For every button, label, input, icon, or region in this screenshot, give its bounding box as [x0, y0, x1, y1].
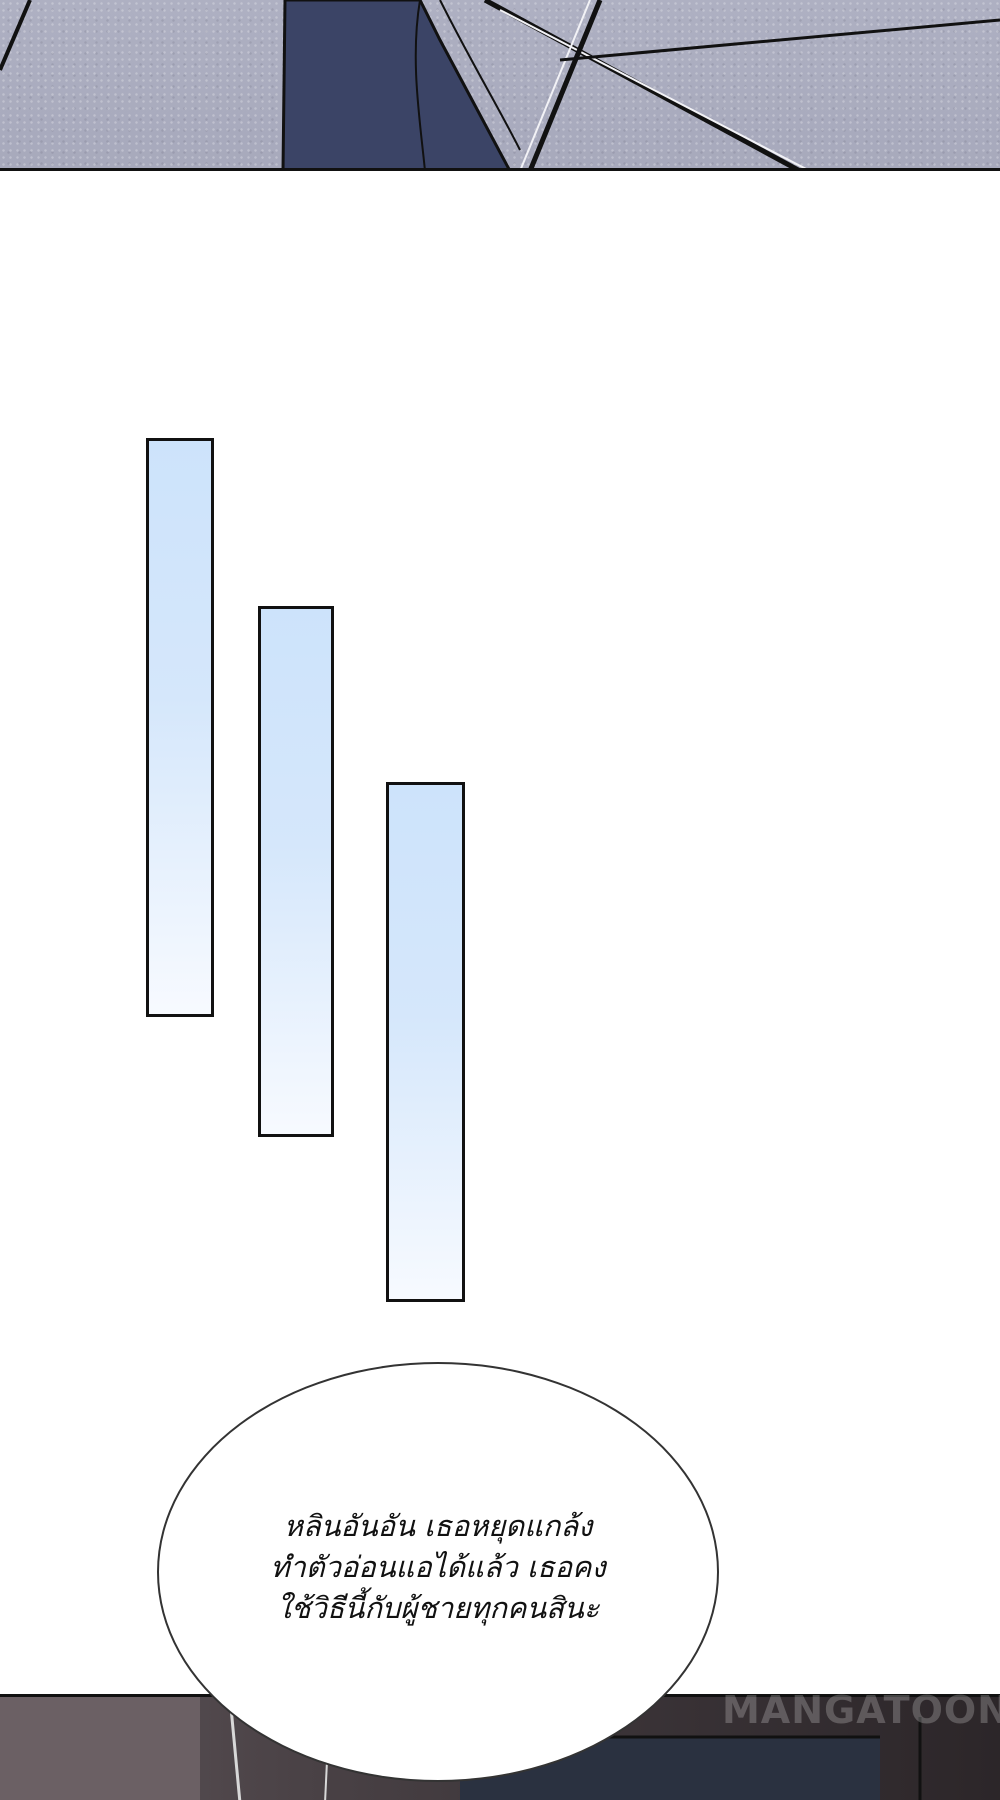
floor-figure-artwork [0, 0, 1000, 168]
speech-line-3: ใช้วิธีนี้กับผู้ชายทุกคนสินะ [276, 1590, 600, 1625]
light-beam-bar-2 [258, 606, 334, 1137]
speech-bubble-text: หลินอันอัน เธอหยุดแกล้ง ทำตัวอ่อนแอได้แล… [270, 1506, 605, 1629]
light-beam-bar-3 [386, 782, 465, 1302]
floor-texture [0, 0, 1000, 168]
top-panel-floor-scene [0, 0, 1000, 171]
speech-line-2: ทำตัวอ่อนแอได้แล้ว เธอคง [270, 1549, 606, 1584]
speech-bubble: หลินอันอัน เธอหยุดแกล้ง ทำตัวอ่อนแอได้แล… [157, 1362, 719, 1782]
speech-line-1: หลินอันอัน เธอหยุดแกล้ง [283, 1508, 593, 1543]
light-beam-bar-1 [146, 438, 214, 1017]
watermark: MANGATOON [721, 1688, 1000, 1732]
